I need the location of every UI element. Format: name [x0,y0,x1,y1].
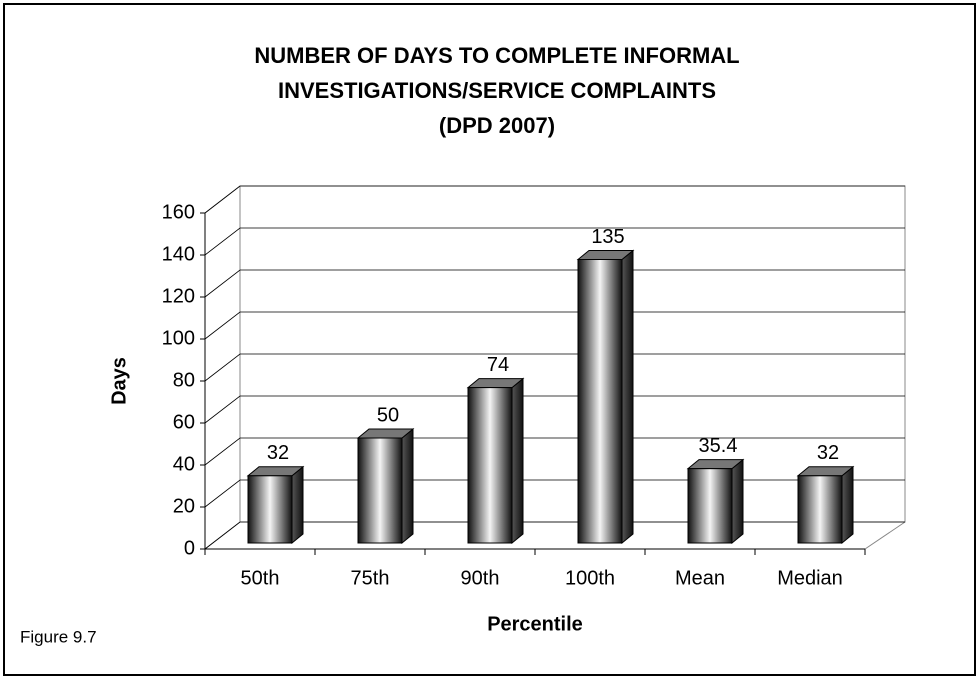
bar [357,437,403,544]
x-axis-label: Percentile [487,613,583,635]
grid-line [204,185,905,214]
x-tick-label: Median [777,567,843,589]
bar [797,475,843,544]
chart-title: NUMBER OF DAYS TO COMPLETE INFORMAL [254,43,739,68]
bar [577,259,623,544]
x-tick-label: 100th [565,567,615,589]
x-tick-label: 50th [241,567,280,589]
data-label: 74 [487,354,509,376]
y-tick-label: 160 [162,201,195,223]
y-tick-label: 140 [162,243,195,265]
bar [687,468,733,544]
bar-side [291,465,304,545]
y-tick-label: 100 [162,327,195,349]
data-label: 35.4 [699,435,738,457]
data-label: 32 [817,442,839,464]
y-tick-label: 20 [173,495,195,517]
grid-line [204,269,905,298]
data-label: 135 [591,226,624,248]
grid-line [204,437,905,466]
grid-line [204,227,905,256]
y-tick-label: 0 [184,537,195,559]
grid-line [204,353,905,382]
x-tick-label: Mean [675,567,725,589]
bar-side [621,249,634,545]
y-tick-label: 80 [173,369,195,391]
data-label: 32 [267,442,289,464]
bar-side [731,458,744,545]
grid-line [204,395,905,424]
chart-title: INVESTIGATIONS/SERVICE COMPLAINTS [278,78,716,103]
grid-line [204,311,905,340]
bar [247,475,293,544]
chart-title: (DPD 2007) [439,113,555,138]
annotation: Figure 9.7 [20,627,97,646]
bar-side [401,427,414,545]
y-tick-label: 120 [162,285,195,307]
x-tick-label: 75th [351,567,390,589]
bar-side [841,465,854,545]
grid-line [204,521,905,550]
y-tick-label: 60 [173,411,195,433]
x-tick-label: 90th [461,567,500,589]
data-label: 50 [377,404,399,426]
frame [3,3,976,676]
y-tick-label: 40 [173,453,195,475]
bar [467,387,513,544]
y-axis-label: Days [108,357,130,405]
grid-line [204,479,905,508]
bar-side [511,377,524,545]
